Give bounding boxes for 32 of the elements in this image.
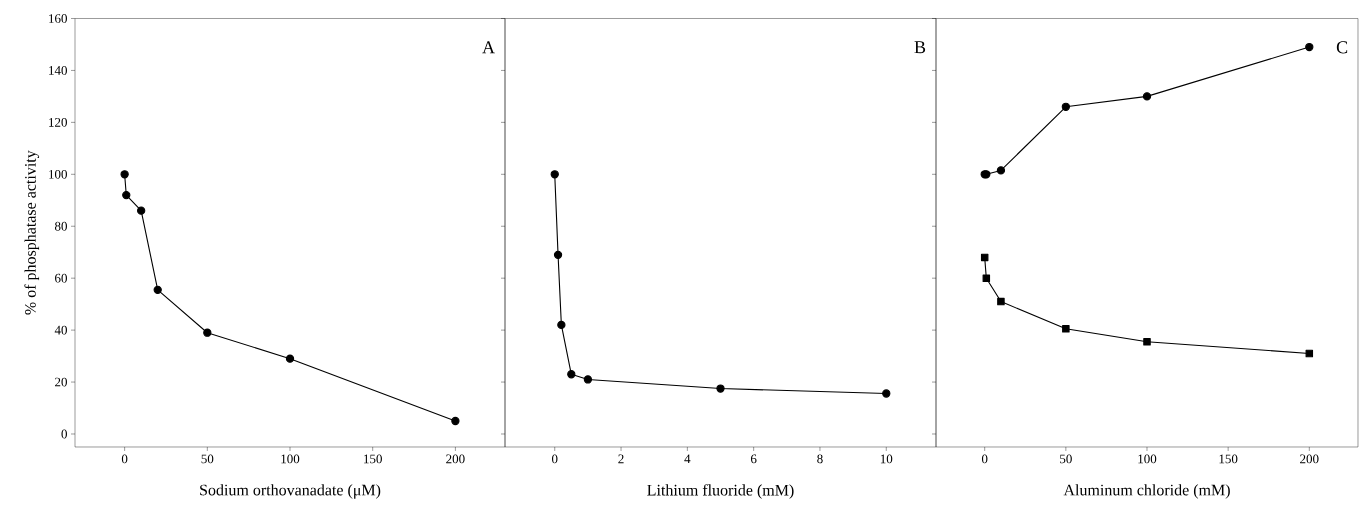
- x-tick-label: 0: [981, 454, 988, 464]
- y-tick-label: 20: [55, 377, 67, 387]
- y-tick-label: 160: [49, 14, 67, 23]
- x-tick-label: 50: [1060, 454, 1072, 464]
- x-tick-label: 150: [1219, 454, 1238, 464]
- x-tick-label: 150: [364, 454, 382, 464]
- y-tick-label: 80: [54, 221, 67, 231]
- x-axis-title: Aluminum chloride (mM): [1063, 484, 1230, 499]
- x-tick-label: 50: [201, 454, 214, 464]
- x-tick-label: 8: [817, 454, 823, 464]
- x-tick-label: 2: [618, 454, 624, 464]
- annotation: A: [482, 41, 495, 54]
- y-axis-title: % of phosphatase activity: [24, 150, 40, 315]
- x-tick-label: 200: [1300, 454, 1319, 464]
- y-tick-label: 100: [49, 169, 67, 179]
- x-axis-title: Sodium orthovanadate (μM): [200, 484, 381, 499]
- x-tick-label: 200: [446, 454, 465, 464]
- y-tick-label: 60: [55, 273, 67, 283]
- x-tick-label: 4: [684, 454, 691, 464]
- x-tick-label: 10: [880, 454, 893, 464]
- annotation: B: [914, 41, 926, 54]
- y-tick-label: 0: [61, 429, 67, 439]
- x-tick-label: 100: [281, 454, 300, 464]
- y-tick-label: 40: [54, 325, 67, 335]
- x-tick-label: 0: [121, 454, 128, 464]
- x-tick-label: 100: [1138, 454, 1157, 464]
- x-axis-title: Lithium fluoride (mM): [647, 484, 794, 499]
- annotation: C: [1336, 41, 1348, 54]
- x-tick-label: 6: [750, 454, 757, 464]
- y-tick-label: 120: [49, 117, 67, 127]
- y-tick-label: 140: [49, 66, 67, 75]
- x-tick-label: 0: [551, 454, 558, 464]
